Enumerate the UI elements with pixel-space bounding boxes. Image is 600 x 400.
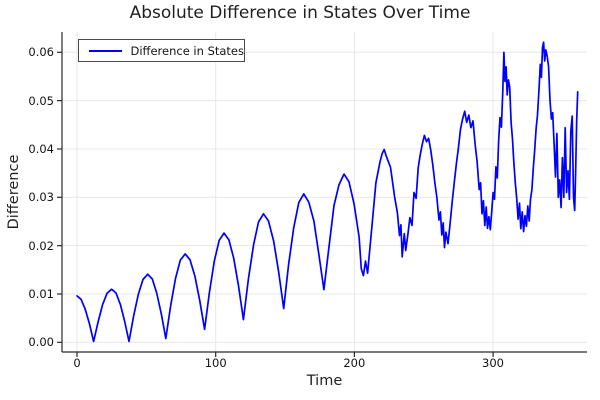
chart-title: Absolute Difference in States Over Time xyxy=(129,3,471,23)
y-tick-label-2: 0.02 xyxy=(28,238,54,253)
y-tick-label-4: 0.04 xyxy=(28,141,54,156)
y-tick-label-0: 0.00 xyxy=(28,335,54,350)
legend-entry-label: Difference in States xyxy=(130,43,244,58)
y-tick-label-3: 0.03 xyxy=(28,190,54,205)
difference-line xyxy=(76,41,579,343)
y-tick-label-5: 0.05 xyxy=(28,93,54,108)
y-tick-label-1: 0.01 xyxy=(28,287,54,301)
x-tick-label-2: 200 xyxy=(343,356,366,370)
x-tick-label-0: 0 xyxy=(73,356,81,370)
x-tick-label-3: 300 xyxy=(482,356,504,370)
x-tick-label-1: 100 xyxy=(204,356,227,370)
y-tick-label-6: 0.06 xyxy=(28,45,54,60)
legend-box: Difference in States xyxy=(78,39,245,62)
legend-line-swatch xyxy=(89,49,123,52)
x-axis-label: Time xyxy=(306,373,343,389)
